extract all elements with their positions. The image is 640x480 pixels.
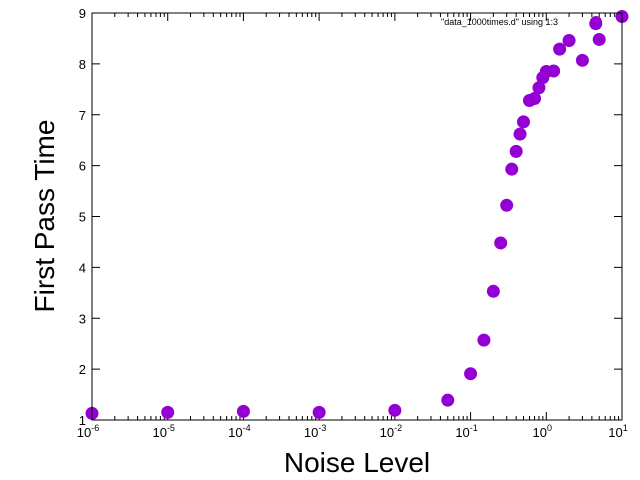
data-point bbox=[547, 64, 561, 78]
data-point bbox=[592, 32, 606, 46]
y-axis-label: First Pass Time bbox=[29, 120, 60, 313]
legend-marker bbox=[590, 16, 602, 28]
y-tick-label: 4 bbox=[79, 260, 86, 275]
data-point bbox=[441, 393, 455, 407]
y-tick-label: 6 bbox=[79, 159, 86, 174]
x-tick-label: 10-5 bbox=[152, 423, 174, 440]
x-tick-label: 10-3 bbox=[304, 423, 326, 440]
y-tick-label: 7 bbox=[79, 108, 86, 123]
y-tick-label: 3 bbox=[79, 311, 86, 326]
data-point bbox=[388, 403, 402, 417]
y-tick-label: 8 bbox=[79, 57, 86, 72]
data-point bbox=[516, 115, 530, 129]
data-point bbox=[528, 91, 542, 105]
data-point bbox=[312, 405, 326, 419]
major-ticks bbox=[91, 12, 623, 421]
y-tick-label: 2 bbox=[79, 362, 86, 377]
data-point bbox=[532, 81, 546, 95]
data-point bbox=[575, 53, 589, 67]
y-tick-label: 1 bbox=[79, 413, 86, 428]
x-tick-label: 10-1 bbox=[455, 423, 477, 440]
y-tick-label: 5 bbox=[79, 210, 86, 225]
data-point bbox=[500, 198, 514, 212]
data-point bbox=[509, 144, 523, 158]
data-point bbox=[553, 42, 567, 56]
plot-frame bbox=[91, 12, 623, 421]
data-point bbox=[486, 284, 500, 298]
data-point bbox=[464, 367, 478, 381]
minor-ticks bbox=[114, 13, 620, 420]
data-point bbox=[161, 405, 175, 419]
x-tick-label: 100 bbox=[533, 423, 552, 440]
data-point bbox=[505, 162, 519, 176]
data-points bbox=[85, 10, 629, 420]
data-point bbox=[236, 404, 250, 418]
x-tick-label: 10-4 bbox=[228, 423, 250, 440]
data-point bbox=[562, 33, 576, 47]
x-tick-label: 101 bbox=[608, 423, 627, 440]
x-tick-label: 10-6 bbox=[77, 423, 99, 440]
y-tick-labels: 1 2 3 4 5 6 7 8 9 bbox=[79, 6, 86, 428]
data-point bbox=[494, 236, 508, 250]
data-point bbox=[477, 333, 491, 347]
x-axis-label: Noise Level bbox=[284, 447, 430, 478]
data-point bbox=[513, 127, 527, 141]
y-tick-label: 9 bbox=[79, 6, 86, 21]
legend-entry: "data_1000times.d" using 1:3 bbox=[441, 17, 558, 27]
x-tick-label: 10-2 bbox=[380, 423, 402, 440]
x-tick-labels: 10-6 10-5 10-4 10-3 10-2 10-1 100 101 bbox=[77, 423, 628, 440]
